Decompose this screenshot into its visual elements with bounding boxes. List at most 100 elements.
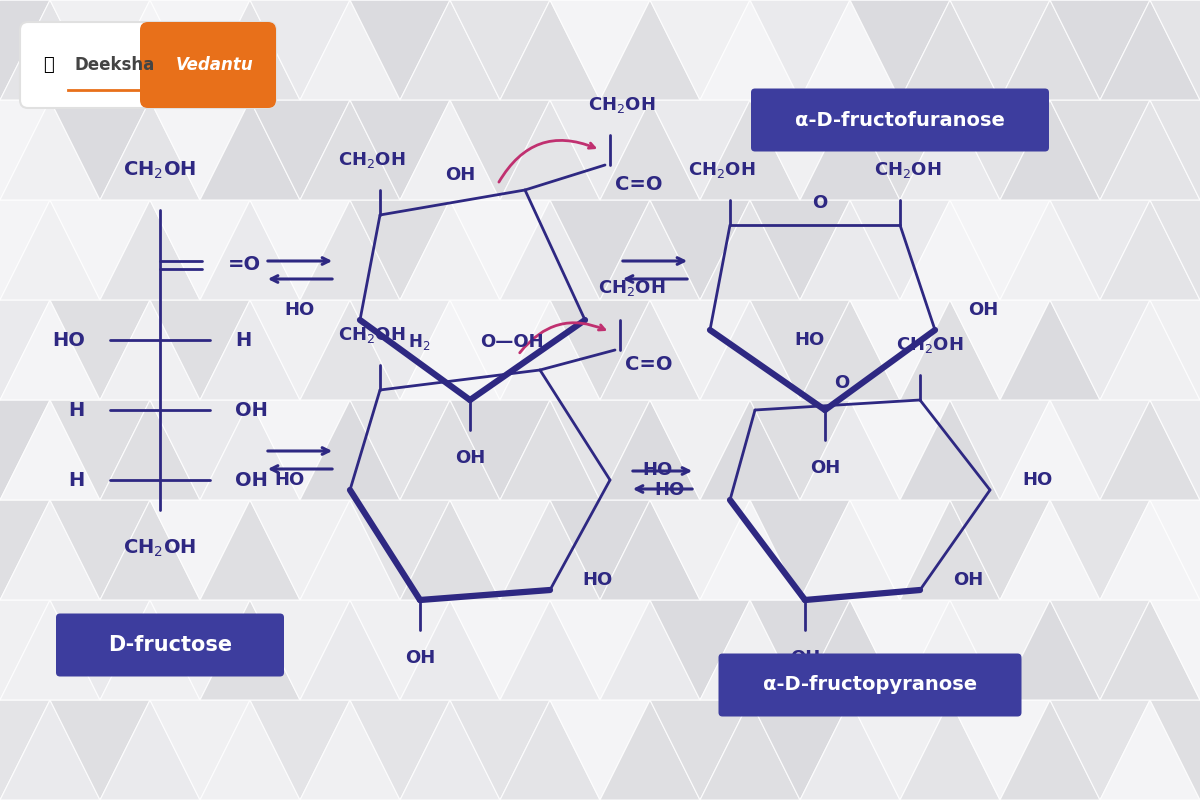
Text: HO: HO	[643, 461, 673, 479]
Polygon shape	[300, 300, 400, 400]
Polygon shape	[1150, 0, 1200, 100]
Polygon shape	[750, 700, 850, 800]
Polygon shape	[1000, 600, 1100, 700]
Polygon shape	[550, 200, 650, 300]
Polygon shape	[650, 400, 750, 500]
Polygon shape	[550, 100, 650, 200]
Polygon shape	[250, 500, 350, 600]
Polygon shape	[650, 0, 750, 100]
Polygon shape	[400, 500, 500, 600]
Text: CH$_2$OH: CH$_2$OH	[598, 278, 666, 298]
Polygon shape	[850, 500, 950, 600]
Polygon shape	[0, 400, 50, 500]
Polygon shape	[1000, 700, 1100, 800]
Polygon shape	[900, 400, 1000, 500]
Polygon shape	[600, 0, 700, 100]
Polygon shape	[1100, 500, 1200, 600]
Polygon shape	[300, 200, 400, 300]
Polygon shape	[1050, 500, 1150, 600]
Text: OH: OH	[235, 401, 268, 419]
Text: O: O	[834, 374, 850, 392]
FancyBboxPatch shape	[56, 614, 284, 677]
Polygon shape	[500, 600, 600, 700]
Polygon shape	[1100, 700, 1200, 800]
Polygon shape	[1000, 200, 1100, 300]
Polygon shape	[350, 400, 450, 500]
Text: =O: =O	[228, 255, 262, 274]
Polygon shape	[450, 200, 550, 300]
Polygon shape	[900, 600, 1000, 700]
Polygon shape	[1150, 600, 1200, 700]
Polygon shape	[200, 400, 300, 500]
Polygon shape	[700, 0, 800, 100]
Polygon shape	[150, 0, 250, 100]
Polygon shape	[1050, 200, 1150, 300]
Polygon shape	[400, 600, 500, 700]
Polygon shape	[200, 100, 300, 200]
Polygon shape	[500, 200, 600, 300]
Text: O—OH: O—OH	[480, 333, 544, 351]
Polygon shape	[850, 300, 950, 400]
Text: D-fructose: D-fructose	[108, 635, 232, 655]
Polygon shape	[250, 100, 350, 200]
Polygon shape	[600, 200, 700, 300]
Polygon shape	[1100, 100, 1200, 200]
Text: HO: HO	[275, 471, 305, 489]
Text: 🔥: 🔥	[43, 56, 53, 74]
Polygon shape	[50, 200, 150, 300]
Polygon shape	[100, 0, 200, 100]
Polygon shape	[700, 300, 800, 400]
Polygon shape	[850, 400, 950, 500]
Text: OH: OH	[404, 649, 436, 667]
Polygon shape	[400, 0, 500, 100]
Polygon shape	[50, 700, 150, 800]
FancyBboxPatch shape	[751, 89, 1049, 151]
Polygon shape	[800, 200, 900, 300]
Polygon shape	[0, 300, 50, 400]
Polygon shape	[950, 700, 1050, 800]
Polygon shape	[450, 100, 550, 200]
Text: Vedantu: Vedantu	[176, 56, 254, 74]
Polygon shape	[650, 300, 750, 400]
Polygon shape	[900, 300, 1000, 400]
Polygon shape	[50, 100, 150, 200]
Text: H: H	[235, 330, 251, 350]
Polygon shape	[800, 100, 900, 200]
Text: OH: OH	[810, 459, 840, 477]
Polygon shape	[600, 600, 700, 700]
Text: OH: OH	[235, 470, 268, 490]
Polygon shape	[1100, 200, 1200, 300]
Polygon shape	[950, 400, 1050, 500]
Polygon shape	[800, 300, 900, 400]
Text: CH$_2$OH: CH$_2$OH	[124, 538, 197, 558]
Polygon shape	[750, 600, 850, 700]
Polygon shape	[950, 500, 1050, 600]
Text: OH: OH	[953, 571, 983, 589]
Polygon shape	[100, 200, 200, 300]
Polygon shape	[550, 700, 650, 800]
Polygon shape	[150, 400, 250, 500]
Polygon shape	[200, 500, 300, 600]
Polygon shape	[0, 700, 50, 800]
Polygon shape	[100, 600, 200, 700]
Polygon shape	[0, 100, 100, 200]
Polygon shape	[150, 700, 250, 800]
Polygon shape	[1100, 600, 1200, 700]
Polygon shape	[850, 0, 950, 100]
Text: HO: HO	[284, 301, 314, 319]
Polygon shape	[350, 300, 450, 400]
Polygon shape	[150, 100, 250, 200]
Polygon shape	[800, 700, 900, 800]
Text: C=O: C=O	[625, 355, 672, 374]
Polygon shape	[950, 200, 1050, 300]
Text: OH: OH	[968, 301, 998, 319]
Text: HO: HO	[583, 571, 613, 589]
Polygon shape	[150, 300, 250, 400]
Polygon shape	[750, 400, 850, 500]
Polygon shape	[900, 200, 1000, 300]
Polygon shape	[850, 200, 950, 300]
Polygon shape	[450, 500, 550, 600]
Polygon shape	[1100, 300, 1200, 400]
Polygon shape	[0, 400, 100, 500]
Text: H$_2$: H$_2$	[408, 332, 430, 352]
